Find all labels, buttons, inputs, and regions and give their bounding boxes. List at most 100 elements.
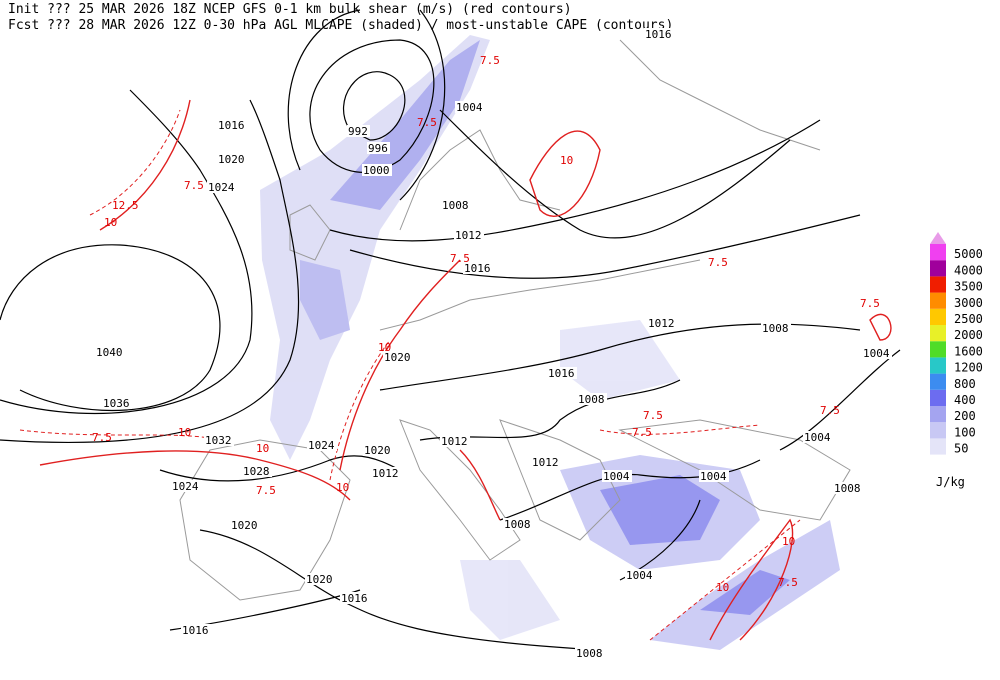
colorbar-box xyxy=(930,438,946,455)
isobar-label: 1028 xyxy=(243,465,270,478)
shear-label: 7.5 xyxy=(632,426,652,439)
isobar-label: 1012 xyxy=(372,467,399,480)
shear-label: 10 xyxy=(716,581,729,594)
isobar-label: 1016 xyxy=(182,624,209,637)
isobar-label: 1040 xyxy=(96,346,123,359)
colorbar-arrow xyxy=(930,232,946,244)
label-bg xyxy=(833,482,863,494)
colorbar-box xyxy=(930,341,946,358)
colorbar-box xyxy=(930,373,946,390)
isobar-label: 1016 xyxy=(645,28,672,41)
label-bg xyxy=(371,467,401,479)
colorbar-box xyxy=(930,276,946,293)
shear-contours xyxy=(19,99,892,641)
label-bg xyxy=(347,125,370,137)
label-bg xyxy=(204,434,234,446)
isobar-label: 1016 xyxy=(548,367,575,380)
colorbar-label: 800 xyxy=(954,377,976,391)
shear-label: 10 xyxy=(560,154,573,167)
label-bg xyxy=(217,119,247,131)
colorbar-box xyxy=(930,244,946,261)
label-bg xyxy=(803,431,833,443)
isobar-label: 1020 xyxy=(231,519,258,532)
shear-label: 7.5 xyxy=(417,116,437,129)
isobar-label: 1016 xyxy=(341,592,368,605)
isobar-label: 1020 xyxy=(384,351,411,364)
colorbar-label: 1600 xyxy=(954,344,983,358)
colorbar-box xyxy=(930,260,946,277)
colorbar-box xyxy=(930,325,946,342)
shear-label: 7.5 xyxy=(643,409,663,422)
label-bg xyxy=(305,573,335,585)
shear-label: 7.5 xyxy=(92,431,112,444)
label-bg xyxy=(362,164,392,176)
shear-label: 7.5 xyxy=(778,576,798,589)
shear-label: 7.5 xyxy=(450,252,470,265)
colorbar-box xyxy=(930,292,946,309)
colorbar-label: 100 xyxy=(954,425,976,439)
label-bg xyxy=(242,465,272,477)
cape-shading xyxy=(260,35,840,650)
label-bg xyxy=(862,347,892,359)
label-bg xyxy=(647,317,677,329)
label-bg xyxy=(577,393,607,405)
label-bg xyxy=(171,480,201,492)
label-bg xyxy=(95,346,125,358)
colorbar-box xyxy=(930,406,946,423)
label-bg xyxy=(440,435,470,447)
colorbar-label: 3500 xyxy=(954,280,983,294)
colorbar-label: 3000 xyxy=(954,296,983,310)
colorbar-label: 2000 xyxy=(954,328,983,342)
isobar-label: 1000 xyxy=(363,164,390,177)
isobar-label: 1024 xyxy=(308,439,335,452)
label-bg xyxy=(363,444,393,456)
colorbar-box xyxy=(930,308,946,325)
header-line: Init ??? 25 MAR 2026 18Z NCEP GFS 0-1 km… xyxy=(8,2,572,17)
label-bg xyxy=(454,229,484,241)
label-bg xyxy=(340,592,370,604)
isobar-label: 1008 xyxy=(504,518,531,531)
colorbar-box xyxy=(930,422,946,439)
colorbar-label: 5000 xyxy=(954,247,983,261)
label-bg xyxy=(503,518,533,530)
colorbar-label: 2500 xyxy=(954,312,983,326)
isobar-label: 1012 xyxy=(455,229,482,242)
isobar-label: 1032 xyxy=(205,434,232,447)
colorbar-label: 200 xyxy=(954,409,976,423)
isobar-label: 1004 xyxy=(456,101,483,114)
isobar-label: 996 xyxy=(368,142,388,155)
label-bg xyxy=(531,456,561,468)
label-bg xyxy=(644,28,674,40)
label-bg xyxy=(625,569,655,581)
shear-label: 7.5 xyxy=(256,484,276,497)
label-bg xyxy=(761,322,791,334)
isobar-label: 1004 xyxy=(626,569,653,582)
isobar-label: 992 xyxy=(348,125,368,138)
colorbar-unit: J/kg xyxy=(936,475,965,489)
coastlines xyxy=(179,39,851,601)
isobar-label: 1036 xyxy=(103,397,130,410)
isobar-label: 1024 xyxy=(172,480,199,493)
colorbar-box xyxy=(930,357,946,374)
isobar-label: 1012 xyxy=(648,317,675,330)
isobar-label: 1008 xyxy=(576,647,603,660)
shear-label: 12.5 xyxy=(112,199,139,212)
isobar-label: 1024 xyxy=(208,181,235,194)
shear-label: 7.5 xyxy=(184,179,204,192)
label-bg xyxy=(307,439,337,451)
shear-label: 7.5 xyxy=(820,404,840,417)
label-bg xyxy=(367,142,390,154)
shear-label: 10 xyxy=(378,341,391,354)
isobar-label: 1004 xyxy=(804,431,831,444)
isobar-label: 1008 xyxy=(834,482,861,495)
isobar-label: 1004 xyxy=(863,347,890,360)
shear-label: 10 xyxy=(178,426,191,439)
colorbar-label: 4000 xyxy=(954,263,983,277)
colorbar-label: 1200 xyxy=(954,361,983,375)
isobar-label: 1008 xyxy=(762,322,789,335)
shear-label: 10 xyxy=(782,535,795,548)
shear-label: 10 xyxy=(336,481,349,494)
header-line: Fcst ??? 28 MAR 2026 12Z 0-30 hPa AGL ML… xyxy=(8,18,673,33)
label-bg xyxy=(575,647,605,659)
shear-label: 7.5 xyxy=(480,54,500,67)
